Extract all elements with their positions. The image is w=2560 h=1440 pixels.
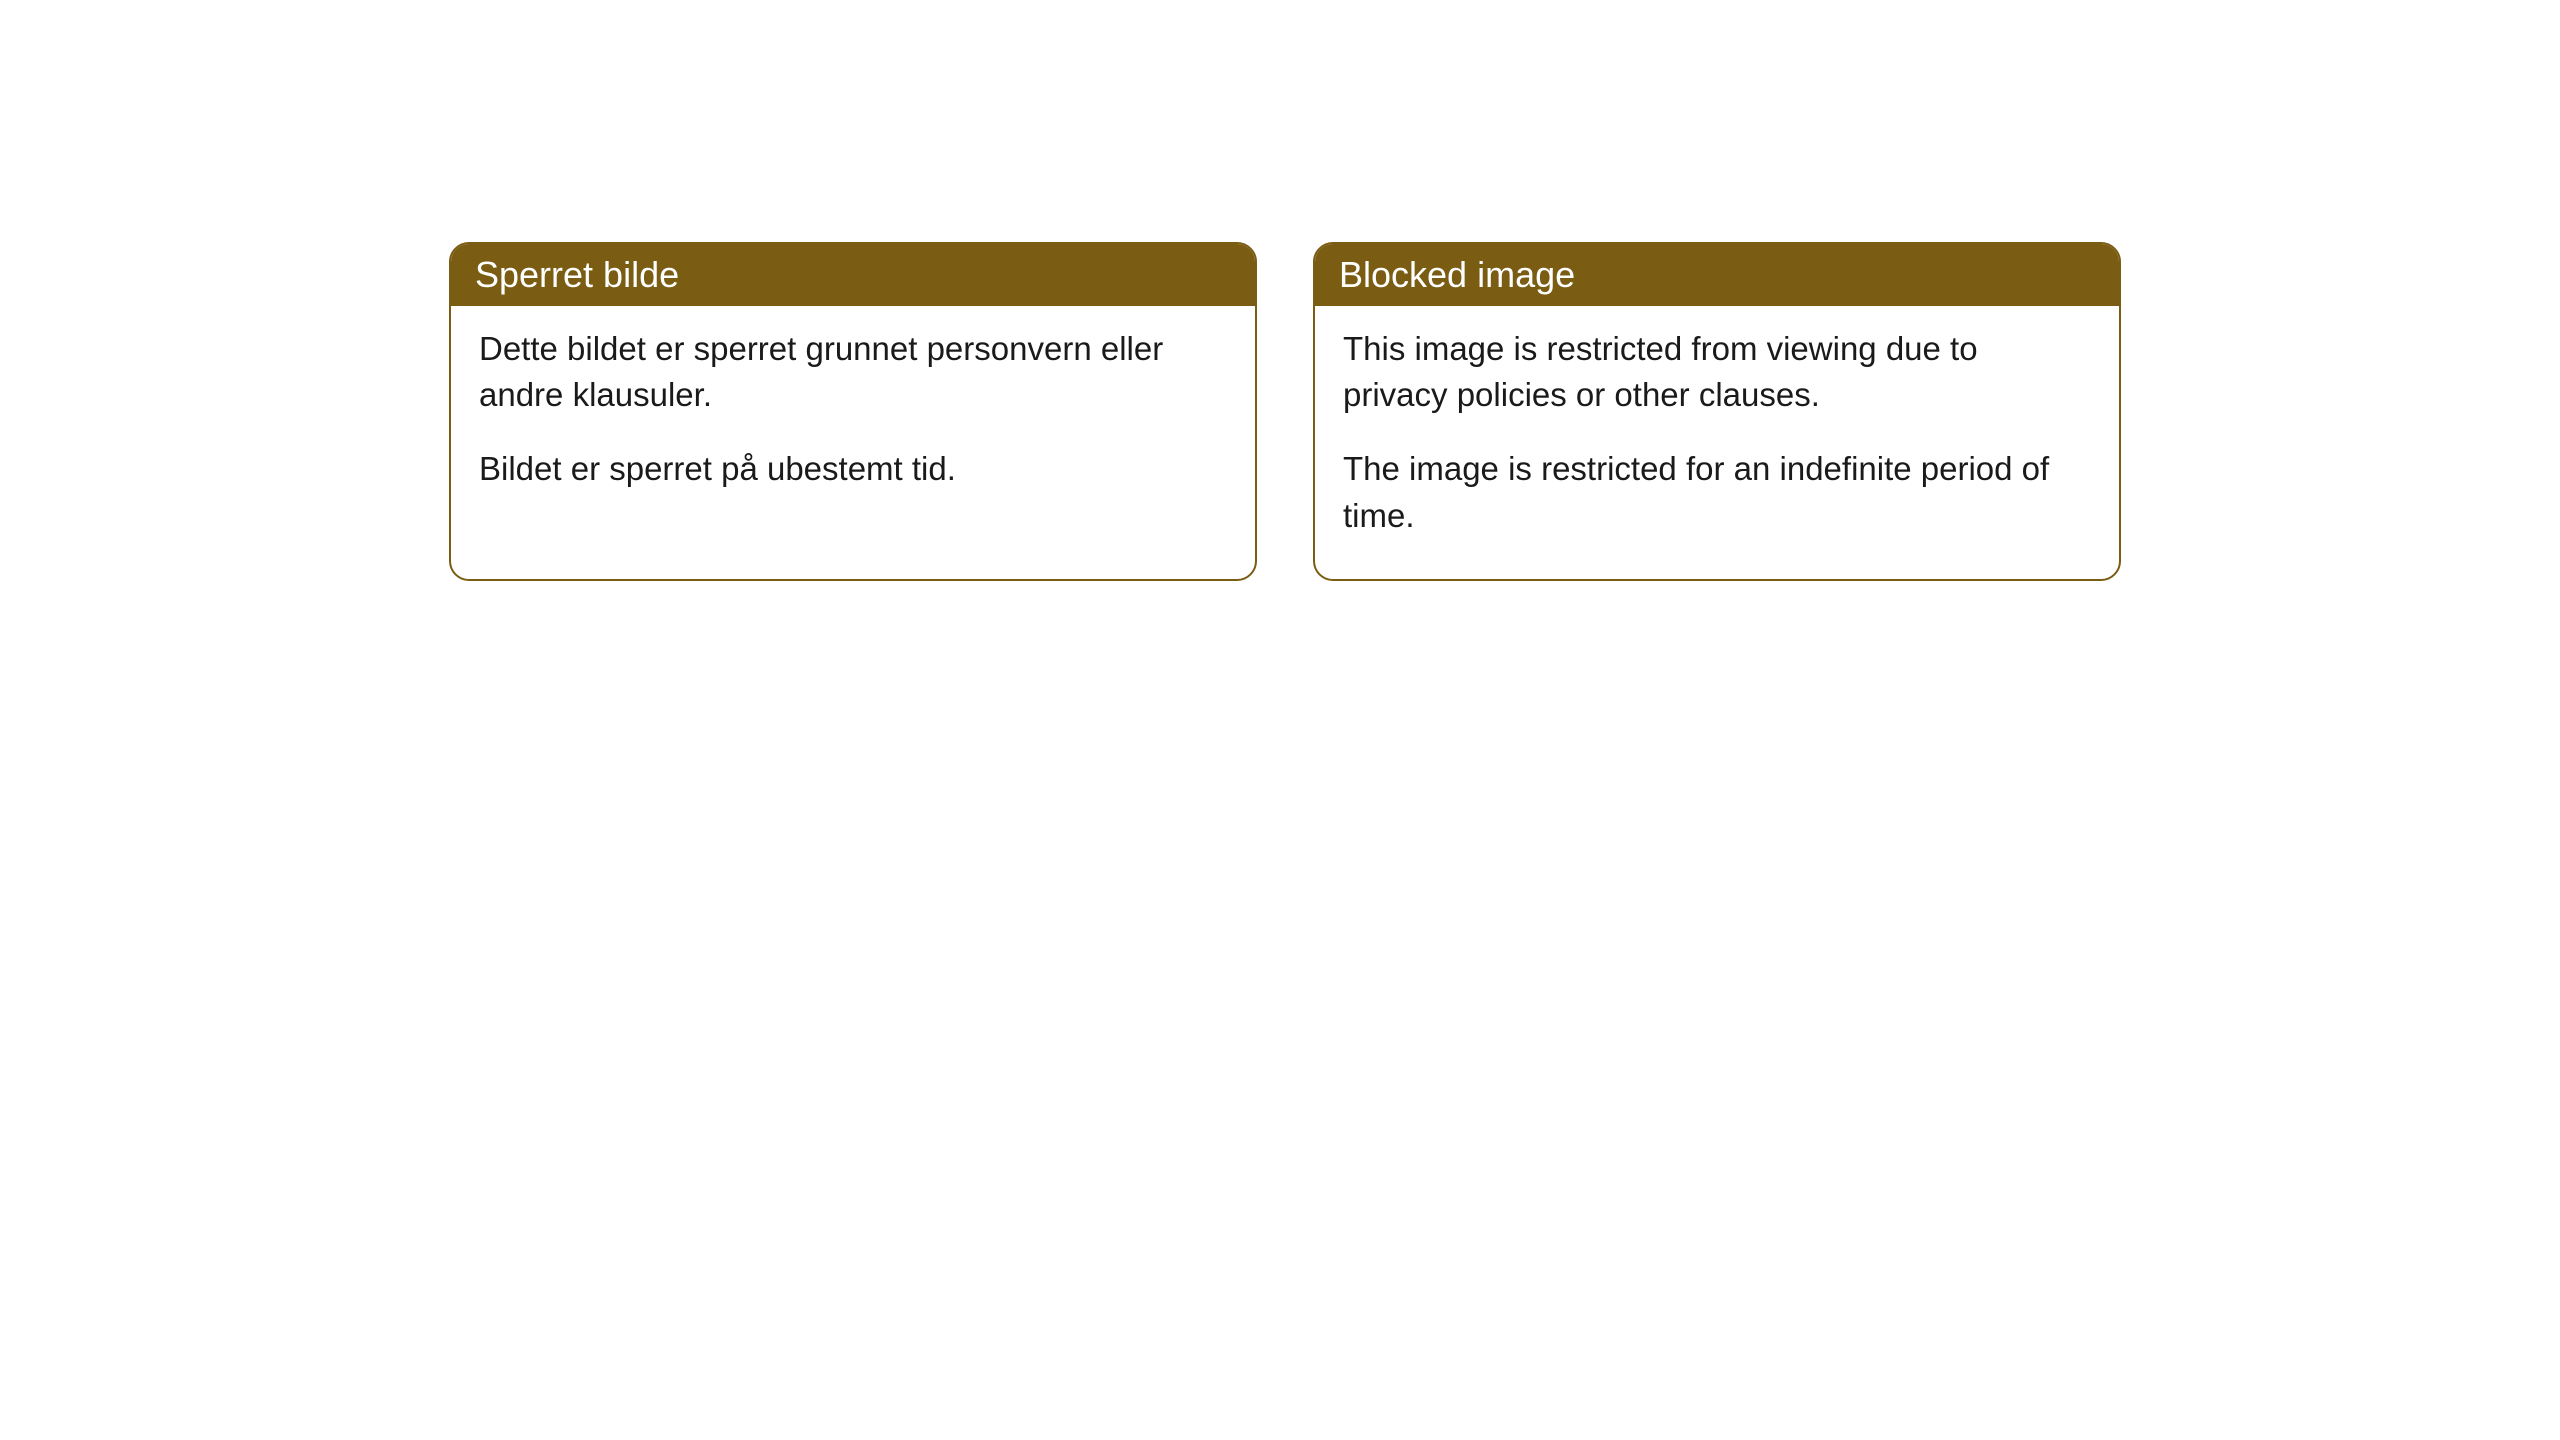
notice-cards-container: Sperret bilde Dette bildet er sperret gr… [449,242,2121,581]
card-body-english: This image is restricted from viewing du… [1315,306,2119,579]
card-paragraph2-english: The image is restricted for an indefinit… [1343,446,2091,538]
card-header-english: Blocked image [1315,244,2119,306]
card-header-norwegian: Sperret bilde [451,244,1255,306]
card-title-english: Blocked image [1339,254,1575,295]
card-title-norwegian: Sperret bilde [475,254,679,295]
notice-card-english: Blocked image This image is restricted f… [1313,242,2121,581]
card-paragraph2-norwegian: Bildet er sperret på ubestemt tid. [479,446,1227,492]
notice-card-norwegian: Sperret bilde Dette bildet er sperret gr… [449,242,1257,581]
card-paragraph1-norwegian: Dette bildet er sperret grunnet personve… [479,326,1227,418]
card-body-norwegian: Dette bildet er sperret grunnet personve… [451,306,1255,533]
card-paragraph1-english: This image is restricted from viewing du… [1343,326,2091,418]
